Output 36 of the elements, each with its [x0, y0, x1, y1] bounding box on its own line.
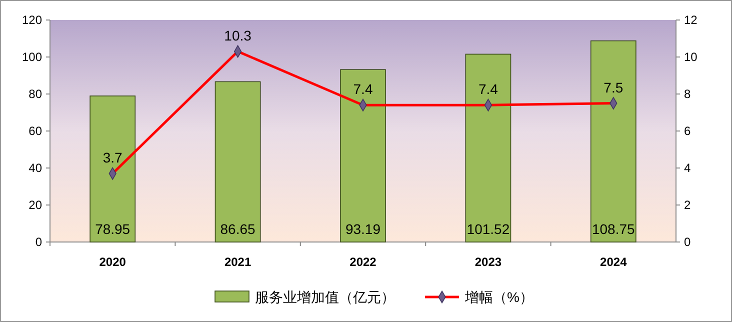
- y2-tick-label: 0: [684, 235, 691, 249]
- bar: [340, 69, 386, 242]
- y-tick-label: 60: [28, 124, 42, 138]
- data-label: 3.7: [102, 150, 123, 166]
- bar: [465, 54, 512, 242]
- y-tick-label: 120: [22, 13, 42, 27]
- y-tick-label: 0: [35, 235, 42, 249]
- y2-tick-label: 8: [684, 87, 691, 101]
- x-tick-label: 2021: [224, 255, 252, 269]
- data-label: 7.5: [604, 79, 624, 96]
- y-tick-label: 100: [22, 50, 42, 64]
- data-label: 10.3: [224, 27, 252, 44]
- bar: [214, 81, 261, 242]
- y2-tick-label: 6: [684, 124, 691, 138]
- data-label: 86.65: [220, 221, 256, 237]
- y2-tick-label: 12: [684, 13, 698, 27]
- bar: [90, 96, 136, 242]
- y-tick-label: 20: [28, 198, 42, 212]
- legend-label: 服务业增加值（亿元）: [255, 289, 395, 305]
- data-label: 93.19: [345, 221, 381, 237]
- data-label: 7.4: [478, 81, 498, 98]
- y2-tick-label: 10: [684, 50, 698, 64]
- y-tick-label: 40: [28, 161, 42, 175]
- data-label: 108.75: [592, 221, 636, 237]
- x-tick-label: 2023: [474, 255, 502, 269]
- data-label: 101.52: [466, 221, 510, 237]
- y2-tick-label: 4: [684, 161, 691, 175]
- bar: [590, 40, 636, 242]
- x-tick-label: 2024: [600, 255, 628, 269]
- x-tick-label: 2020: [99, 255, 126, 269]
- data-label: 7.4: [353, 81, 373, 98]
- data-label: 78.95: [95, 221, 130, 237]
- legend-label: 增幅（%）: [464, 289, 534, 305]
- x-tick-label: 2022: [350, 255, 377, 269]
- y2-tick-label: 2: [684, 198, 691, 212]
- y-tick-label: 80: [28, 87, 42, 101]
